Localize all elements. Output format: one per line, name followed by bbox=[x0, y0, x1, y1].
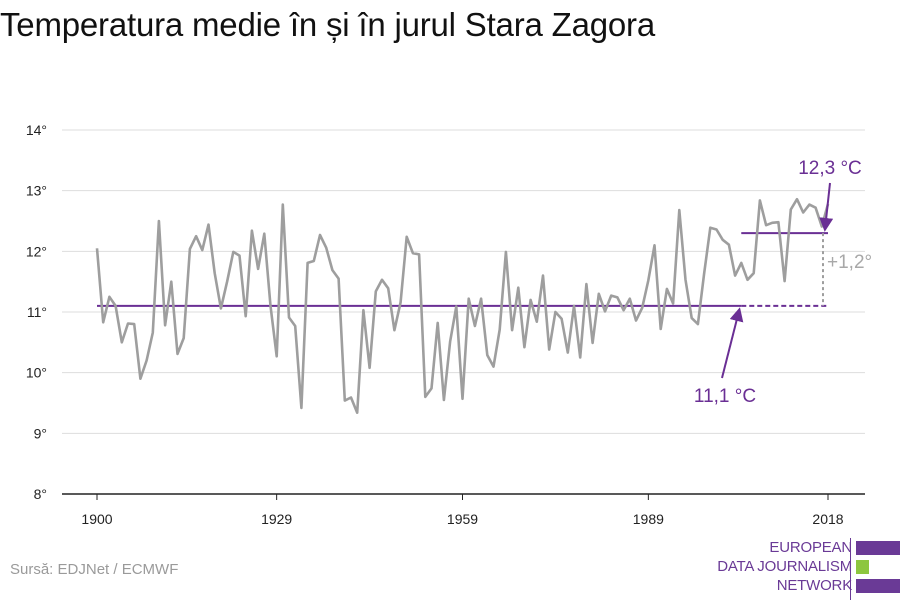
logo-line-1: EUROPEAN bbox=[769, 539, 852, 556]
source-note: Sursă: EDJNet / ECMWF bbox=[10, 561, 179, 578]
x-tick-label: 1929 bbox=[261, 511, 292, 527]
edjnet-logo: EUROPEAN DATA JOURNALISM NETWORK bbox=[712, 538, 900, 600]
y-tick-label: 14° bbox=[26, 122, 47, 138]
y-tick-label: 8° bbox=[34, 486, 47, 502]
y-tick-label: 9° bbox=[34, 425, 47, 441]
y-tick-label: 10° bbox=[26, 365, 47, 381]
logo-line-2: DATA JOURNALISM bbox=[717, 558, 852, 575]
annotation-arrow-baseline bbox=[721, 307, 744, 379]
annotation-arrow-recent bbox=[819, 182, 834, 232]
x-tick-label: 1989 bbox=[633, 511, 664, 527]
y-tick-label: 11° bbox=[27, 304, 47, 320]
annotation-baseline: 11,1 °C bbox=[694, 386, 756, 407]
x-tick-label: 1900 bbox=[81, 511, 112, 527]
x-tick-label: 1959 bbox=[447, 511, 478, 527]
annotation-difference: +1,2° bbox=[827, 252, 872, 273]
x-tick-label: 2018 bbox=[812, 511, 843, 527]
chart-title: Temperatura medie în și în jurul Stara Z… bbox=[0, 6, 655, 43]
y-tick-label: 12° bbox=[26, 243, 47, 259]
logo-bar-green bbox=[856, 560, 869, 574]
logo-line-3: NETWORK bbox=[776, 577, 852, 594]
logo-bar-purple bbox=[856, 541, 900, 555]
logo-bar-purple-2 bbox=[856, 579, 900, 593]
temperature-series-line bbox=[95, 197, 830, 415]
logo-separator bbox=[850, 538, 851, 600]
annotation-recent-average: 12,3 °C bbox=[798, 158, 862, 179]
logo-text: EUROPEAN DATA JOURNALISM NETWORK bbox=[712, 538, 852, 595]
y-tick-label: 13° bbox=[26, 183, 47, 199]
